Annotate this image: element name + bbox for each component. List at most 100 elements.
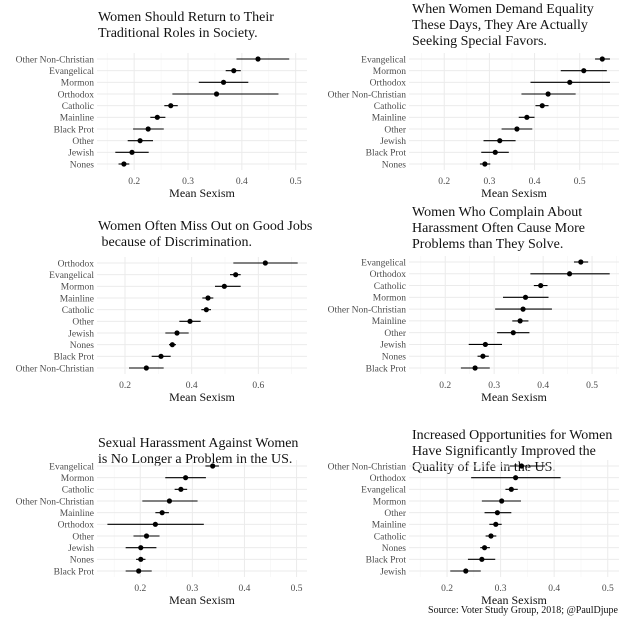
category-label: Nones: [382, 544, 407, 554]
x-tick-label: 0.4: [239, 584, 251, 594]
panel-3-title: Women Often Miss Out on Good Jobs becaus…: [98, 219, 313, 250]
category-label: Nones: [70, 556, 95, 566]
data-point: [566, 271, 573, 277]
category-label: Mormon: [61, 283, 95, 293]
data-point: [581, 68, 587, 74]
data-point: [221, 283, 227, 289]
panel-5-title: Sexual Harassment Against Women is No Lo…: [98, 436, 299, 467]
x-axis-label: Mean Sexism: [481, 593, 547, 607]
category-label: Black Prot: [366, 149, 407, 159]
x-axis-label: Mean Sexism: [169, 593, 235, 607]
category-label: Other Non-Christian: [328, 90, 407, 100]
category-label: Nones: [70, 341, 95, 351]
x-tick-label: 0.4: [236, 177, 248, 187]
category-label: Mormon: [373, 67, 407, 77]
data-point: [488, 533, 494, 539]
category-label: Catholic: [62, 486, 94, 496]
data-point: [210, 463, 216, 469]
panel-2-title: When Women Demand Equality These Days, T…: [412, 2, 594, 49]
data-point: [599, 56, 605, 62]
panel-6: 0.2 0.3 0.4 0.5 Mean Sexism Other Non-Christi…: [328, 460, 619, 607]
data-point: [545, 91, 551, 97]
data-point: [499, 498, 505, 504]
category-label: Catholic: [62, 306, 94, 316]
data-point: [121, 161, 127, 167]
category-label: Black Prot: [54, 125, 95, 135]
data-point: [578, 259, 584, 265]
data-point: [169, 342, 175, 348]
data-point: [492, 149, 498, 155]
category-label: Other Non-Christian: [328, 462, 407, 472]
x-tick-label: 0.3: [182, 177, 194, 187]
data-point: [231, 68, 237, 74]
category-label: Mormon: [373, 294, 407, 304]
data-point: [145, 126, 151, 132]
data-point: [143, 533, 150, 539]
data-point: [482, 341, 488, 348]
category-label: Mormon: [61, 474, 95, 484]
source-caption: Source: Voter Study Group, 2018; @PaulDj…: [428, 605, 618, 616]
x-axis-label: Mean Sexism: [169, 186, 235, 200]
data-point: [152, 521, 158, 527]
category-label: Evangelical: [49, 67, 94, 77]
data-point: [510, 330, 516, 336]
data-point: [154, 114, 160, 120]
panel-4-title: Women Who Complain About Harassment Ofte…: [412, 205, 586, 252]
data-point: [262, 260, 268, 266]
data-point: [187, 318, 193, 324]
data-point: [158, 353, 164, 359]
category-label: Mainline: [372, 521, 406, 531]
x-tick-label: 0.2: [441, 584, 453, 594]
x-tick-label: 0.3: [488, 381, 500, 391]
data-point: [497, 138, 503, 144]
data-point: [138, 545, 144, 551]
data-point: [168, 103, 174, 109]
panel-2: 0.2 0.3 0.4 0.5 Mean Sexism Evangelical Mormon…: [328, 53, 619, 200]
x-axis-label: Mean Sexism: [481, 390, 547, 404]
data-point: [513, 475, 519, 481]
data-point: [174, 330, 180, 336]
x-tick-label: 0.5: [574, 177, 586, 187]
x-tick-label: 0.4: [529, 177, 541, 187]
data-point: [481, 545, 488, 551]
data-point: [203, 307, 209, 313]
category-label: Orthodox: [58, 521, 95, 531]
category-label: Jewish: [68, 329, 94, 339]
category-label: Mormon: [373, 497, 407, 507]
category-label: Jewish: [68, 149, 94, 159]
category-label: Nones: [382, 353, 407, 363]
x-tick-label: 0.6: [252, 381, 264, 391]
x-axis-label: Mean Sexism: [481, 186, 547, 200]
category-label: Mainline: [60, 509, 94, 519]
category-label: Black Prot: [366, 364, 407, 374]
category-label: Mainline: [60, 114, 94, 124]
x-axis-label: Mean Sexism: [169, 390, 235, 404]
category-label: Orthodox: [370, 79, 407, 89]
data-point: [539, 103, 545, 109]
data-point: [524, 114, 530, 120]
panel-5: 0.2 0.3 0.4 0.5 Mean Sexism Evangelical Mormon…: [16, 460, 307, 607]
category-label: Other Non-Christian: [16, 55, 95, 65]
data-point: [538, 282, 544, 289]
data-point: [213, 91, 220, 97]
category-label: Black Prot: [366, 556, 407, 566]
data-point: [137, 138, 143, 144]
category-label: Jewish: [380, 567, 406, 577]
data-point: [520, 306, 526, 312]
category-label: Evangelical: [361, 55, 406, 65]
data-point: [178, 486, 184, 492]
panel-4: 0.2 0.3 0.4 0.5 Mean Sexism Evangelical Orthod…: [328, 256, 619, 404]
data-point: [182, 475, 189, 481]
category-label: Evangelical: [49, 271, 94, 281]
x-tick-label: 0.2: [134, 584, 146, 594]
x-tick-label: 0.2: [439, 381, 451, 391]
data-point: [143, 365, 149, 371]
data-point: [482, 161, 488, 167]
x-tick-label: 0.5: [602, 584, 614, 594]
data-point: [129, 149, 135, 155]
x-tick-label: 0.3: [186, 584, 198, 594]
data-point: [493, 521, 499, 527]
category-label: Mainline: [372, 114, 406, 124]
data-point: [138, 556, 144, 562]
category-label: Orthodox: [370, 270, 407, 280]
